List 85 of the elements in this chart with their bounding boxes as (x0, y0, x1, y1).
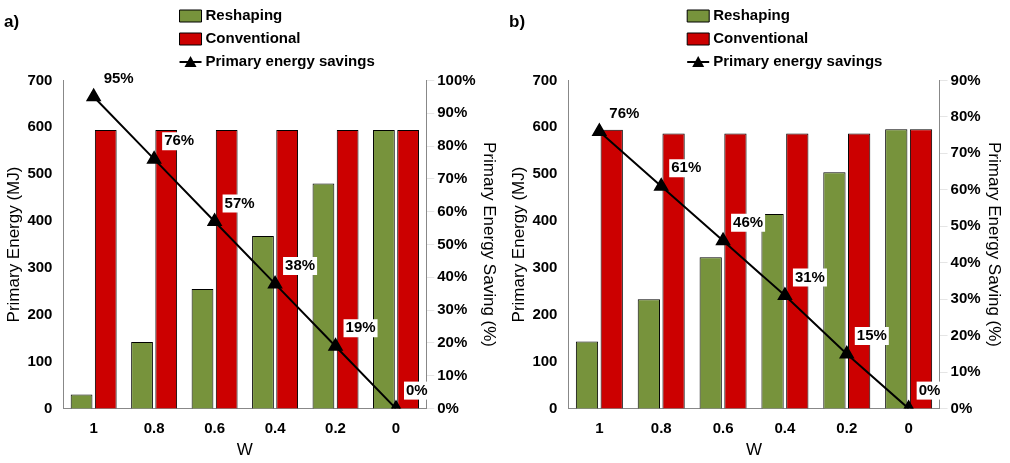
y2-tick-label: 40% (950, 252, 981, 270)
y-axis-title: Primary Energy (MJ) (3, 166, 23, 323)
y-tick-label: 0 (549, 398, 558, 416)
y-tick-label: 700 (27, 70, 53, 88)
legend-label: Primary energy savings (205, 52, 375, 70)
point (86, 88, 101, 102)
y2-tick-label: 10% (437, 365, 468, 383)
chart-title: b) (509, 11, 526, 31)
x-tick-label: 0.2 (325, 418, 346, 436)
y-tick-label: 100 (532, 351, 558, 369)
y2-tick-label: 70% (437, 169, 468, 186)
y-tick-label: 400 (27, 211, 53, 229)
y-tick-label: 300 (532, 258, 558, 276)
x-tick-label: 0 (904, 418, 913, 436)
x-tick-label: 0.4 (264, 418, 287, 436)
y-tick-label: 700 (532, 70, 558, 88)
data-label: 95% (103, 68, 134, 86)
legend-label: Reshaping (205, 6, 283, 24)
data-label: 76% (609, 103, 640, 121)
x-tick-label: 0.4 (774, 418, 797, 436)
y2-tick-label: 70% (950, 143, 981, 161)
data-label: 31% (794, 267, 825, 285)
y-tick-label: 0 (44, 398, 53, 416)
x-tick-label: 0.8 (143, 418, 165, 436)
x-tick-label: 1 (89, 418, 98, 436)
data-label: 0% (918, 380, 941, 398)
legend-label: Conventional (205, 29, 301, 47)
legend-label: Conventional (713, 29, 809, 47)
x-tick-label: 0.6 (712, 418, 734, 436)
y2-tick-label: 100% (437, 70, 476, 88)
y2-tick-label: 90% (437, 103, 468, 121)
y2-axis-title: Primary Energy Saving (%) (985, 141, 1005, 348)
y2-tick-label: 60% (437, 201, 468, 219)
point (654, 178, 669, 191)
y2-tick-label: 60% (950, 179, 981, 197)
y2-tick-label: 0% (950, 398, 973, 416)
y2-tick-label: 50% (950, 216, 981, 234)
y2-axis-title: Primary Energy Saving (%) (480, 141, 500, 348)
y2-tick-label: 30% (437, 300, 468, 318)
x-tick-label: 0.8 (650, 418, 672, 436)
x-tick-label: 0 (391, 418, 401, 436)
y-tick-label: 300 (27, 258, 53, 276)
chart-title: a) (4, 11, 20, 31)
y2-tick-label: 20% (950, 325, 981, 343)
y-tick-label: 200 (27, 304, 53, 322)
data-label: 15% (856, 326, 887, 344)
y-tick-label: 600 (27, 117, 53, 135)
y-axis-title: Primary Energy (MJ) (508, 166, 528, 323)
x-axis-title: W (745, 440, 763, 460)
point (592, 123, 607, 136)
y2-tick-label: 20% (437, 333, 468, 351)
point (328, 338, 343, 351)
legend-label: Reshaping (713, 6, 790, 24)
x-axis-title: W (236, 440, 253, 460)
data-label: 46% (733, 212, 764, 230)
y2-tick-label: 30% (950, 289, 981, 307)
legend-label: Primary energy savings (713, 52, 883, 70)
point (716, 232, 731, 246)
x-tick-label: 0.6 (204, 418, 226, 436)
y2-tick-label: 80% (437, 136, 468, 154)
y-tick-label: 600 (532, 117, 558, 135)
data-label: 57% (224, 193, 255, 211)
data-label: 0% (406, 380, 428, 398)
point (777, 287, 792, 301)
y2-tick-label: 90% (950, 70, 981, 88)
x-tick-label: 1 (595, 418, 604, 436)
point (147, 151, 162, 164)
y-tick-label: 100 (27, 351, 53, 369)
y-tick-label: 500 (532, 164, 558, 182)
y-tick-label: 400 (532, 211, 558, 229)
y2-tick-label: 40% (437, 267, 468, 285)
point (839, 345, 854, 359)
point (268, 275, 283, 289)
y2-tick-label: 80% (950, 107, 981, 125)
y2-tick-label: 10% (950, 362, 981, 380)
y-tick-label: 500 (27, 164, 53, 182)
data-label: 19% (345, 318, 376, 336)
point (207, 213, 222, 227)
y2-tick-label: 50% (437, 234, 468, 252)
data-label: 76% (164, 131, 195, 149)
y-tick-label: 200 (532, 304, 558, 322)
data-label: 61% (671, 158, 702, 176)
data-label: 38% (285, 256, 316, 274)
x-tick-label: 0.2 (836, 418, 858, 436)
y2-tick-label: 0% (437, 398, 459, 416)
